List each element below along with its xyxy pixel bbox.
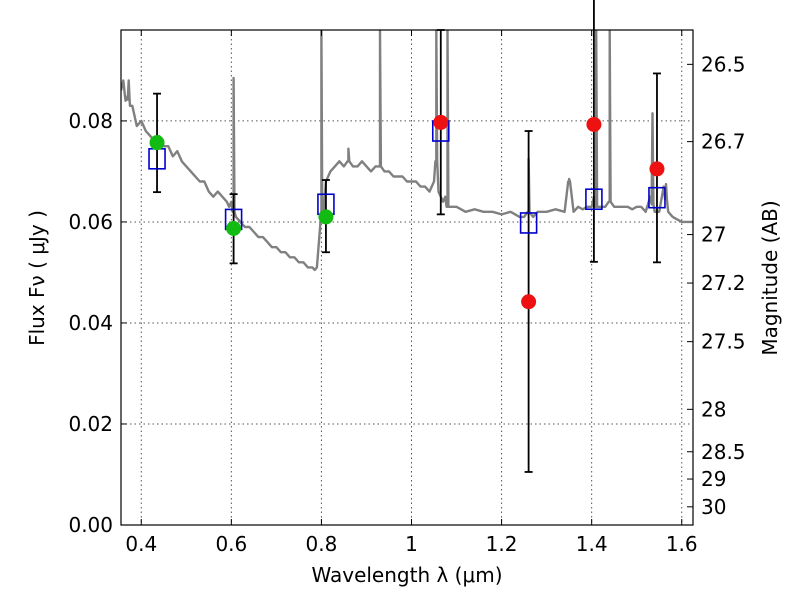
magnitude-tick-label: 29	[701, 467, 726, 491]
x-tick-label: 1.4	[576, 532, 608, 556]
magnitude-tick-label: 26.7	[701, 130, 746, 154]
y-axis-title: Flux Fν ( μJy )	[25, 210, 49, 346]
x-tick-label: 0.6	[215, 532, 247, 556]
magnitude-tick-label: 30	[701, 495, 726, 519]
model-photometry-square	[585, 188, 603, 211]
observed-point-green	[149, 135, 165, 151]
model-photometry-square	[519, 212, 538, 234]
plot-frame	[120, 29, 694, 526]
y-tick-label: 0.06	[68, 210, 113, 234]
model-photometry-square	[648, 186, 666, 209]
magnitude-tick-label: 28	[701, 397, 726, 421]
magnitude-tick-label: 26.5	[701, 52, 746, 76]
observed-point-red	[521, 294, 537, 310]
y-axis-ticks: 0.00 0.02 0.04 0.06 0.08	[68, 109, 127, 537]
magnitude-tick-label: 28.5	[701, 440, 746, 464]
model-spectrum-line	[121, 30, 693, 272]
magnitude-tick-label: 27	[701, 223, 726, 247]
magnitude-tick-label: 27.2	[701, 271, 746, 295]
observed-point-red	[649, 161, 665, 177]
grid	[121, 30, 693, 526]
model-spectrum-layer	[121, 30, 693, 272]
observed-point-red	[586, 116, 602, 132]
y-tick-label: 0.04	[68, 311, 113, 335]
x-tick-label: 1	[405, 532, 418, 556]
magnitude-tick-label: 27.5	[701, 330, 746, 354]
y-tick-label: 0.08	[68, 109, 113, 133]
observed-point-green	[318, 209, 334, 225]
y-tick-label: 0.02	[68, 412, 113, 436]
observed-point-green	[226, 221, 242, 237]
observed-point-red	[433, 114, 449, 130]
x-tick-label: 0.8	[306, 532, 338, 556]
x-tick-label: 1.6	[666, 532, 698, 556]
x-tick-label: 0.4	[125, 532, 157, 556]
plot-background	[121, 30, 693, 525]
x-axis-title: Wavelength λ (μm)	[311, 563, 502, 587]
y-tick-label: 0.00	[68, 513, 113, 537]
x-tick-label: 1.2	[486, 532, 518, 556]
magnitude-axis-ticks: 26.5 26.7 27 27.2 27.5 28 28.5 29 30	[687, 52, 746, 519]
x-axis-ticks: 0.4 0.6 0.8 1 1.2 1.4 1.6	[125, 30, 698, 556]
magnitude-axis-title: Magnitude (AB)	[758, 200, 782, 355]
observed-points	[149, 114, 665, 310]
